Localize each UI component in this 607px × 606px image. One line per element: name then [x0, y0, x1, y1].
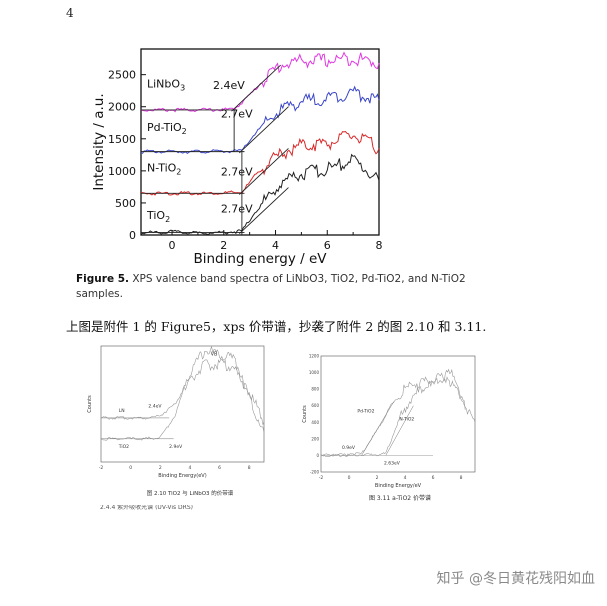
y-tick-label: 600: [311, 403, 319, 408]
y-tick-label: 0: [129, 229, 136, 242]
x-tick-label: 6: [324, 239, 331, 252]
y-tick-label: 1000: [108, 165, 136, 178]
y-axis-label: Counts: [87, 395, 93, 413]
tangent-guide: [385, 405, 414, 456]
series-line-ln: [100, 359, 265, 426]
page-number: 4: [66, 6, 74, 20]
annotation-onset: 2.4eV: [148, 403, 162, 409]
y-tick-label: 0: [316, 453, 319, 458]
onset-annotation: 2.7eV: [221, 203, 253, 216]
series-line-pd-tio2: [320, 372, 476, 457]
series-label: TiO2: [146, 209, 170, 224]
x-tick-label: -2: [99, 465, 104, 471]
annotation-onset: 0.9eV: [342, 445, 356, 451]
y-tick-label: 800: [311, 387, 319, 392]
y-tick-label: -200: [310, 470, 320, 475]
x-tick-label: 8: [376, 239, 383, 252]
series-line-n-tio2: [140, 131, 380, 196]
tangent-guide: [238, 106, 289, 154]
annotation-onset: 2.63eV: [384, 461, 401, 467]
figure-caption: Figure 5. XPS valence band spectra of Li…: [76, 272, 476, 302]
series-line-tio2: [100, 345, 265, 441]
y-tick-label: 1000: [309, 370, 320, 375]
y-tick-label: 1500: [108, 133, 136, 146]
y-axis-label: Counts: [302, 405, 308, 423]
x-tick-label: 8: [460, 475, 463, 481]
x-tick-label: 8: [248, 465, 251, 471]
figure-2-10-caption: 图 2.10 TiO2 与 LiNbO3 的价带谱: [146, 491, 234, 497]
y-tick-label: 1200: [309, 354, 320, 359]
watermark: 知乎 @冬日黄花残阳如血: [436, 571, 595, 587]
onset-annotation: 2.4eV: [213, 79, 245, 92]
x-tick-label: 0: [129, 465, 132, 471]
annotation-onset: 2.9eV: [169, 444, 183, 450]
series-label: Pd-TiO2: [147, 121, 187, 136]
figure-3-11-caption: 图 3.11 a-TiO2 价带谱: [368, 495, 432, 502]
x-tick-label: 2: [220, 239, 227, 252]
y-tick-label: 200: [311, 436, 319, 441]
x-tick-label: 4: [404, 475, 407, 481]
plot-frame: [140, 48, 380, 236]
y-tick-label: 2500: [108, 69, 136, 82]
annotation-n: N-TiO2: [399, 417, 414, 423]
x-tick-label: 0: [348, 475, 351, 481]
x-axis-label: Binding Energy(eV): [158, 473, 206, 479]
x-axis-label: Binding Energy/eV: [375, 483, 422, 489]
tangent-guide: [231, 64, 282, 112]
figure-label: Figure 5.: [76, 273, 130, 285]
x-tick-label: -2: [319, 475, 324, 481]
x-tick-label: 4: [188, 465, 191, 471]
series-line-pd-tio2: [141, 85, 380, 155]
y-tick-label: 400: [311, 420, 319, 425]
body-paragraph: 上图是附件 1 的 Figure5，xps 价带谱，抄袭了附件 2 的图 2.1…: [66, 319, 487, 334]
x-axis-label: Binding energy / eV: [193, 251, 327, 267]
x-tick-label: 6: [218, 465, 221, 471]
annotation-vb: VB: [211, 351, 218, 357]
series-label: LiNbO3: [147, 77, 185, 92]
plot-frame: [320, 355, 476, 473]
x-tick-label: 6: [432, 475, 435, 481]
figure-caption-text: XPS valence band spectra of LiNbO3, TiO2…: [76, 273, 466, 300]
x-tick-label: 2: [376, 475, 379, 481]
onset-annotation: 2.7eV: [221, 108, 253, 121]
onset-annotation: 2.7eV: [221, 165, 253, 178]
x-tick-label: 4: [272, 239, 279, 252]
truncated-heading: 2.4.4 紫外吸收光谱 (UV-Vis DRS): [100, 505, 193, 511]
series-line-n-tio2: [320, 368, 466, 458]
annotation-pd: Pd-TiO2: [357, 408, 374, 414]
y-tick-label: 500: [115, 197, 136, 210]
tangent-guide: [238, 148, 289, 195]
annotation-ln: LN: [119, 408, 125, 414]
annotation-tio2: TiO2: [118, 444, 129, 450]
y-axis-label: Intensity / a.u.: [91, 93, 107, 190]
x-tick-label: 2: [159, 465, 162, 471]
tangent-guide: [238, 187, 289, 235]
series-label: N-TiO2: [147, 162, 181, 177]
x-tick-label: 0: [169, 239, 176, 252]
plot-frame: [100, 345, 265, 463]
y-tick-label: 2000: [108, 101, 136, 114]
tangent-guide: [361, 401, 395, 456]
